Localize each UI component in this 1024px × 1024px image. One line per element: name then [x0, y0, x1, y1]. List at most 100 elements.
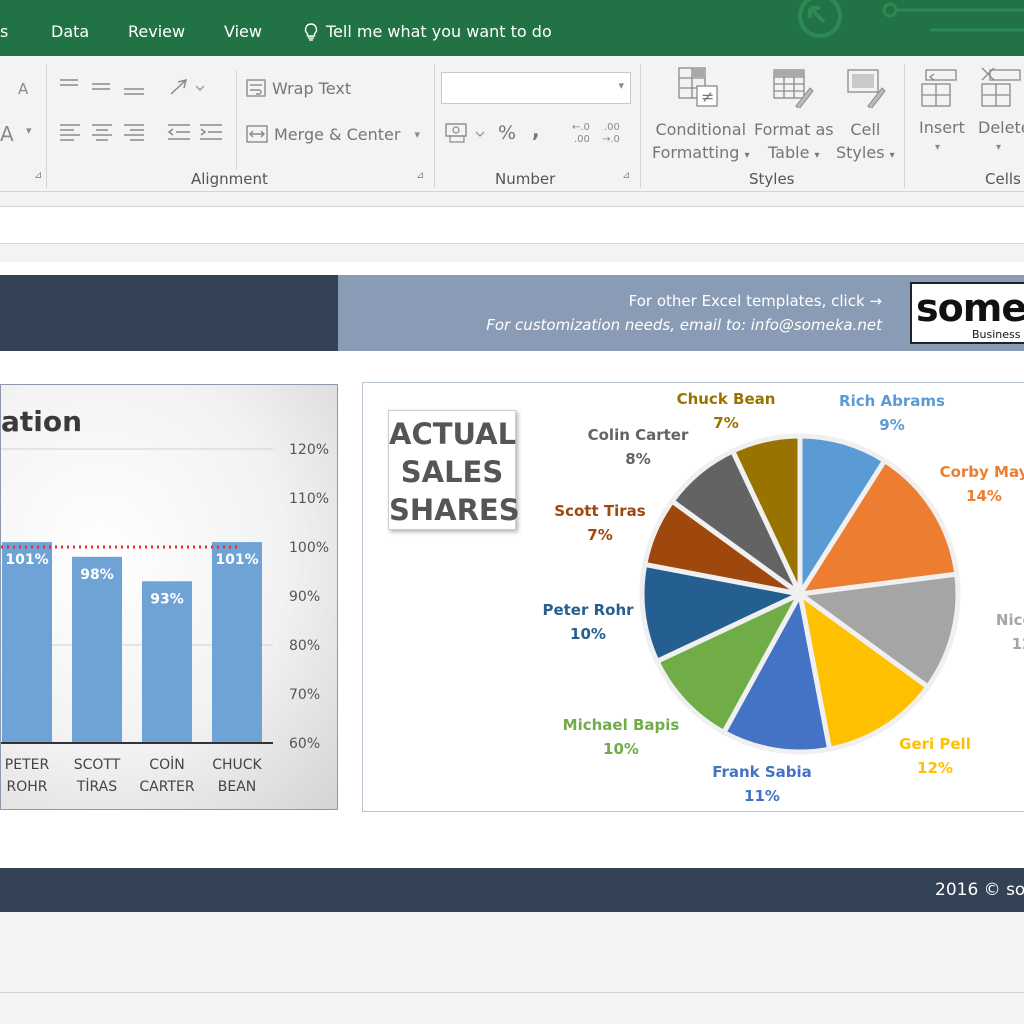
chevron-down-icon[interactable]: ▾ — [26, 124, 32, 137]
tell-me-label: Tell me what you want to do — [326, 22, 552, 41]
insert-button[interactable]: Insert — [919, 118, 965, 137]
pie-slice-percent: 7% — [587, 526, 612, 544]
svg-text:→.0: →.0 — [602, 134, 620, 145]
bar — [2, 542, 52, 743]
pie-slice — [729, 433, 803, 596]
accounting-format-icon[interactable] — [444, 120, 488, 146]
y-tick-label: 120% — [289, 442, 329, 458]
pie-slice — [795, 457, 960, 598]
indent-icons[interactable] — [166, 122, 226, 144]
x-tick-label: CHUCK — [212, 757, 262, 773]
comma-style-button[interactable]: , — [532, 118, 540, 142]
cell-styles-icon[interactable] — [846, 66, 888, 108]
cell-styles-line2: Styles — [836, 143, 885, 162]
group-separator — [904, 64, 905, 188]
font-color-button[interactable]: A — [0, 122, 14, 146]
insert-cells-icon[interactable] — [920, 66, 960, 110]
pie-chart: Rich Abrams 9% Corby May 14% Nicole 12 Geri Pe… — [542, 390, 1024, 805]
wrap-text-label: Wrap Text — [272, 78, 352, 98]
svg-text:≠: ≠ — [701, 87, 714, 106]
merge-center-icon — [246, 125, 268, 143]
pie-slice — [653, 588, 806, 736]
bar-chart: 120% 110% 100% 90% 80% 70% 60% 101% PETER ROHR 98%… — [1, 442, 329, 795]
customization-email[interactable]: For customization needs, email to: info@… — [486, 316, 882, 334]
pie-title-line3: SHARES — [389, 493, 520, 527]
lightbulb-icon — [304, 22, 318, 41]
align-top-icons[interactable] — [58, 76, 148, 100]
x-tick-label: SCOTT — [74, 757, 121, 773]
merge-center-button[interactable]: Merge & Center ▾ — [246, 124, 420, 144]
decimal-adjust-icons[interactable]: ←.0 .00 .00 →.0 — [568, 118, 630, 148]
tab-view[interactable]: View — [224, 22, 262, 41]
format-as-table-line2: Table — [768, 143, 810, 162]
someka-logo[interactable]: someka Business — [910, 282, 1024, 344]
pie-slice-name: Scott Tiras — [554, 502, 645, 520]
number-group-label: Number — [495, 170, 556, 188]
bar — [142, 581, 192, 743]
logo-subtitle: Business — [972, 328, 1021, 341]
row-gridline — [0, 992, 1024, 993]
svg-text:.00: .00 — [604, 122, 620, 133]
pie-slice-name: Corby May — [940, 463, 1024, 481]
cell-styles-button[interactable]: Cell Styles ▾ — [836, 118, 895, 167]
chevron-down-icon: ▾ — [744, 150, 750, 161]
templates-link[interactable]: For other Excel templates, click → — [628, 292, 882, 310]
bar-data-label: 98% — [80, 567, 114, 583]
delete-button[interactable]: Delete — [978, 118, 1024, 137]
conditional-formatting-line2: Formatting — [652, 143, 740, 162]
conditional-formatting-icon[interactable]: ≠ — [677, 66, 719, 108]
pie-slice-name: Geri Pell — [899, 735, 971, 753]
dialog-launcher-icon[interactable]: ⊿ — [622, 170, 631, 181]
format-as-table-line1: Format as — [754, 120, 834, 139]
bar-data-label: 93% — [150, 591, 184, 607]
tab-review[interactable]: Review — [128, 22, 186, 41]
footer-copyright: 2016 © so — [935, 880, 1024, 900]
bar-chart-panel[interactable]: ation 120% 110% 100% 90% 80% 70% 60% 101% PETER R… — [0, 384, 338, 810]
pie-slice-percent: 11% — [744, 787, 780, 805]
x-tick-label: BEAN — [218, 779, 257, 795]
chevron-down-icon: ▾ — [814, 150, 820, 161]
pie-slice-percent: 12% — [917, 759, 953, 777]
svg-text:←.0: ←.0 — [572, 122, 590, 133]
header-banner-right: For other Excel templates, click → For c… — [338, 275, 1024, 351]
percent-style-button[interactable]: % — [498, 122, 517, 144]
pie-slice-name: Nicole — [996, 611, 1024, 629]
chevron-down-icon[interactable]: ▾ — [414, 127, 420, 141]
pie-slice-percent: 9% — [879, 416, 904, 434]
cells-group-label: Cells — [985, 170, 1021, 188]
tab-home-partial[interactable]: s — [0, 22, 9, 41]
y-tick-label: 70% — [289, 687, 320, 703]
pie-slice-name: Peter Rohr — [542, 601, 634, 619]
pie-slice — [720, 586, 833, 755]
align-horizontal-icons[interactable] — [58, 122, 148, 144]
header-banner-left — [0, 275, 338, 351]
bar-data-label: 101% — [215, 552, 258, 568]
tab-data[interactable]: Data — [51, 22, 90, 41]
dialog-launcher-icon[interactable]: ⊿ — [416, 170, 425, 181]
group-separator — [236, 70, 237, 170]
bar-data-label: 101% — [5, 552, 48, 568]
chevron-down-icon[interactable]: ▾ — [935, 142, 941, 153]
tell-me-box[interactable]: Tell me what you want to do — [304, 22, 552, 41]
orientation-icon[interactable] — [168, 76, 208, 100]
chevron-down-icon[interactable]: ▾ — [996, 142, 1002, 153]
format-as-table-icon[interactable] — [772, 66, 814, 108]
x-tick-label: ROHR — [6, 779, 47, 795]
bar — [212, 542, 262, 743]
bar-chart-title: ation — [1, 405, 83, 438]
dialog-launcher-icon[interactable]: ⊿ — [34, 170, 43, 181]
conditional-formatting-button[interactable]: Conditional Formatting ▾ — [652, 118, 750, 167]
pie-slice-name: Michael Bapis — [563, 716, 680, 734]
formula-bar[interactable] — [0, 206, 1024, 244]
font-grow-button[interactable]: A — [18, 80, 29, 98]
wrap-text-button[interactable]: Wrap Text — [246, 78, 351, 98]
pie-chart-title-box: ACTUAL SALES SHARES — [388, 410, 520, 530]
x-tick-label: COİN — [149, 755, 184, 773]
pie-slice — [793, 571, 961, 691]
group-separator — [640, 64, 641, 188]
pie-slice — [796, 588, 932, 753]
format-as-table-button[interactable]: Format as Table ▾ — [754, 118, 834, 167]
number-format-select[interactable]: ▾ — [441, 72, 631, 104]
delete-cells-icon[interactable] — [980, 66, 1024, 110]
circuit-decoration-icon — [798, 0, 1024, 38]
